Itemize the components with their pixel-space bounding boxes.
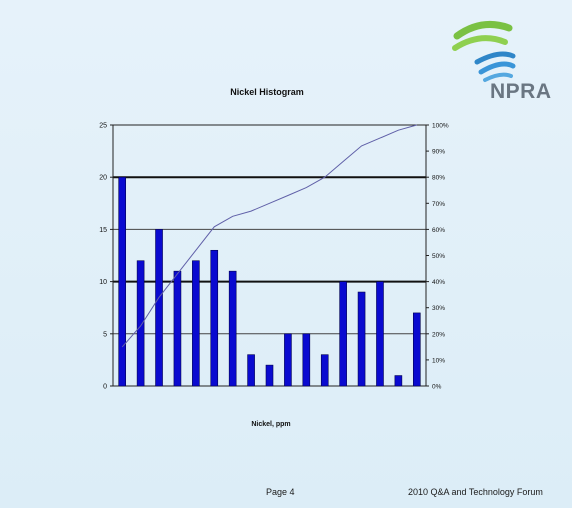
y2-tick-label: 60% (432, 227, 445, 234)
y2-tick-label: 30% (432, 305, 445, 312)
y-tick-label: 20 (99, 175, 107, 182)
histogram-bar (136, 260, 145, 387)
histogram-bar (247, 354, 255, 387)
histogram-bar (376, 281, 384, 387)
y2-tick-label: 0% (432, 384, 442, 391)
y-tick-label: 0 (103, 384, 107, 391)
npra-logo-mark-icon (452, 20, 516, 82)
y-tick-label: 10 (99, 279, 107, 286)
npra-logo-text: NPRA (490, 80, 552, 103)
y2-tick-label: 20% (432, 331, 445, 338)
histogram-bar (228, 270, 237, 387)
y2-tick-label: 80% (432, 175, 445, 182)
histogram-bar (173, 270, 182, 387)
histogram-bar (284, 333, 292, 387)
y2-tick-label: 50% (432, 253, 445, 260)
x-axis-label: Nickel, ppm (251, 421, 290, 428)
y-tick-label: 15 (99, 227, 107, 234)
y-tick-label: 25 (99, 123, 107, 130)
histogram-bar (339, 281, 347, 387)
chart-title: Nickel Histogram (230, 87, 304, 97)
y2-tick-label: 100% (432, 123, 449, 130)
footer-page-number: Page 4 (266, 487, 295, 497)
histogram-bar (394, 375, 403, 387)
histogram-bar (210, 249, 219, 387)
y2-tick-label: 10% (432, 357, 445, 364)
y2-tick-label: 70% (432, 201, 445, 208)
footer-forum-title: 2010 Q&A and Technology Forum (408, 487, 543, 497)
histogram-bar (265, 364, 274, 387)
histogram-bar (412, 312, 421, 387)
histogram-bar (320, 354, 329, 387)
histogram-bar (192, 260, 200, 387)
histogram-bar (155, 229, 163, 387)
y-tick-label: 5 (103, 331, 107, 338)
y2-tick-label: 40% (432, 279, 445, 286)
histogram-bar (357, 291, 366, 387)
y2-tick-label: 90% (432, 149, 445, 156)
histogram-bar (302, 333, 311, 387)
cumulative-percent-line (121, 124, 417, 348)
histogram-bar (118, 176, 127, 387)
